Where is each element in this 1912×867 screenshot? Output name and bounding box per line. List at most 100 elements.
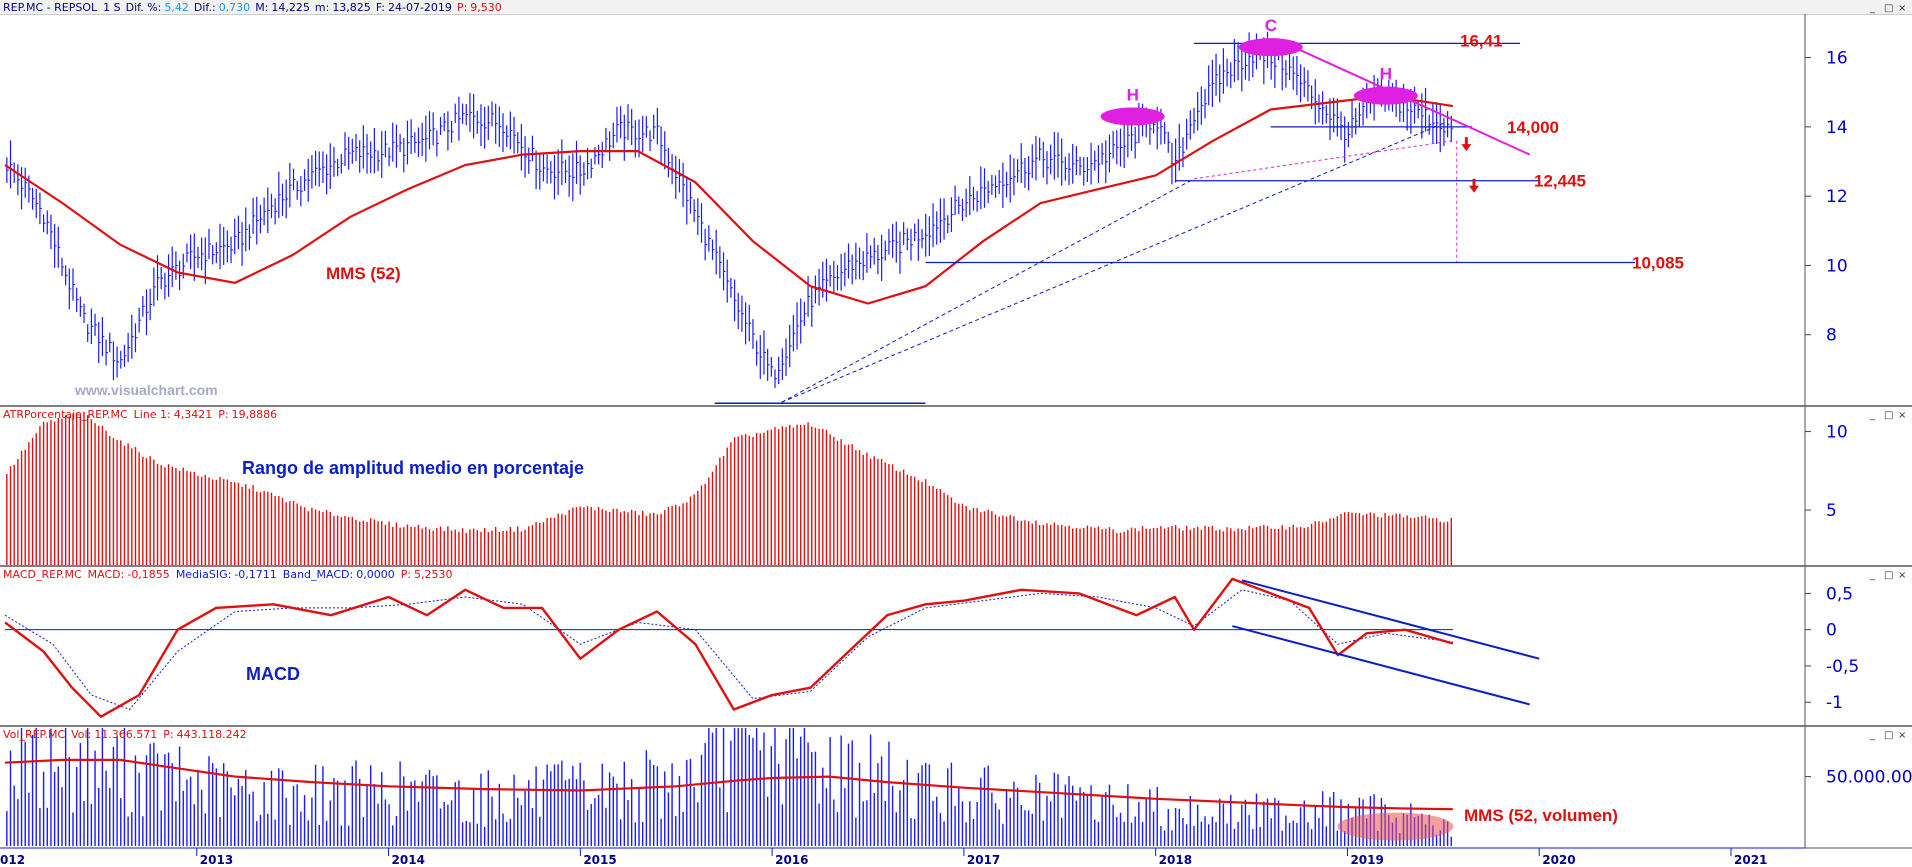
macd-note: MACD <box>246 664 300 684</box>
atr-header-p-label: P: <box>218 408 228 421</box>
level-label: 16,41 <box>1460 31 1503 50</box>
minimize-icon[interactable]: _ <box>1869 410 1876 421</box>
volume-ma-line <box>4 758 1453 811</box>
price-ma-line <box>4 94 1454 305</box>
volume-header-p-label: P: <box>163 728 173 741</box>
macd-header: MACD_REP.MC MACD: -0,1855 MediaSIG: -0,1711 B… <box>3 568 453 581</box>
header-date: 24-07-2019 <box>388 1 452 14</box>
macd-channel-lower <box>1232 625 1530 706</box>
maximize-icon[interactable]: □ <box>1884 730 1893 741</box>
volume-ma-note: MMS (52, volumen) <box>1464 806 1618 825</box>
close-icon[interactable]: × <box>1898 3 1906 14</box>
atr-header-name: ATRPorcentaje_REP.MC <box>3 408 128 421</box>
macd-header-sig: -0,1711 <box>234 568 276 581</box>
x-tick-label: 2017 <box>967 853 1000 867</box>
volume-header-name: Vol_REP.MC <box>3 728 65 741</box>
atr-y-tick-label: 10 <box>1826 423 1848 443</box>
chart-header: REP.MC - REPSOL 1 S Dif. %: 5,42 Dif.: 0,730 M… <box>3 1 502 14</box>
macd-header-macd: -0,1855 <box>127 568 169 581</box>
pattern-label: C <box>1265 16 1277 35</box>
macd-y-tick-label: 0,5 <box>1826 584 1853 604</box>
header-dif-label: Dif.: <box>194 1 216 14</box>
header-date-label: F: <box>376 1 385 14</box>
macd-header-p-label: P: <box>401 568 411 581</box>
minimize-icon[interactable]: _ <box>1869 570 1876 581</box>
macd-y-tick-label: -1 <box>1826 693 1843 713</box>
price-y-tick-label: 10 <box>1826 256 1848 276</box>
atr-header-line: 4,3421 <box>174 408 213 421</box>
header-min-label: m: <box>315 1 329 14</box>
volume-y-tick-label: 50.000.000 <box>1826 768 1912 788</box>
header-timeframe: 1 S <box>103 1 120 14</box>
ma-label: MMS (52) <box>326 264 401 283</box>
volume-highlight-ellipse <box>1337 812 1454 841</box>
x-axis: 012 2013 2014 2015 2016 2017 2018 2019 2020 2021 <box>0 847 1805 867</box>
atr-header: ATRPorcentaje_REP.MC Line 1: 4,3421 P: 19,88… <box>3 408 277 421</box>
volume-header-vol: 11.366.571 <box>94 728 157 741</box>
header-dif-pct: 5,42 <box>164 1 189 14</box>
close-icon[interactable]: × <box>1898 570 1906 581</box>
macd-header-macd-label: MACD: <box>88 568 125 581</box>
macd-y-tick-label: -0,5 <box>1826 657 1859 677</box>
x-tick-label: 2014 <box>392 853 425 867</box>
minimize-icon[interactable]: _ <box>1869 3 1876 14</box>
volume-header-p: 443.118.242 <box>177 728 247 741</box>
header-symbol: REP.MC - REPSOL <box>3 1 98 14</box>
macd-signal-line <box>4 589 1453 711</box>
maximize-icon[interactable]: □ <box>1884 3 1893 14</box>
close-icon[interactable]: × <box>1898 730 1906 741</box>
maximize-icon[interactable]: □ <box>1884 410 1893 421</box>
macd-header-band: 0,0000 <box>356 568 395 581</box>
header-price-label: P: <box>457 1 467 14</box>
price-bars <box>6 31 1454 388</box>
x-tick-label: 2018 <box>1159 853 1192 867</box>
x-tick-label: 2021 <box>1734 853 1767 867</box>
macd-panel: 0,5 0 -0,5 -1 <box>4 577 1859 718</box>
x-tick-label: 2019 <box>1350 853 1383 867</box>
down-arrow-icon <box>1461 137 1472 152</box>
macd-header-sig-label: MediaSIG: <box>176 568 232 581</box>
x-tick-label: 2015 <box>583 853 616 867</box>
atr-header-p: 19,8886 <box>232 408 278 421</box>
pattern-ellipse <box>1100 107 1165 126</box>
volume-header: Vol_REP.MC Vol: 11.366.571 P: 443.118.242 <box>3 728 247 741</box>
macd-header-p: 5,2530 <box>414 568 453 581</box>
atr-header-line-label: Line 1: <box>134 408 171 421</box>
neckline-dashed <box>1193 140 1453 180</box>
macd-header-name: MACD_REP.MC <box>3 568 82 581</box>
price-y-tick-label: 8 <box>1826 326 1837 346</box>
panel-window-buttons: _ □ × _ □ × _ □ × _ □ × <box>1869 3 1906 741</box>
volume-panel: 50.000.000 <box>4 728 1912 846</box>
macd-channel-upper <box>1241 579 1540 660</box>
trendline-dashed <box>781 178 1195 403</box>
header-max: 14,225 <box>271 1 310 14</box>
header-max-label: M: <box>255 1 268 14</box>
pattern-label: H <box>1127 85 1139 104</box>
x-tick-label: 2013 <box>200 853 233 867</box>
header-dif: 0,730 <box>219 1 251 14</box>
volume-header-vol-label: Vol: <box>71 728 91 741</box>
level-label: 10,085 <box>1632 253 1684 272</box>
pattern-ellipse <box>1238 38 1303 57</box>
close-icon[interactable]: × <box>1898 410 1906 421</box>
atr-note: Rango de amplitud medio en porcentaje <box>242 458 584 478</box>
header-dif-pct-label: Dif. %: <box>126 1 162 14</box>
level-label: 14,000 <box>1507 118 1559 137</box>
watermark: www.visualchart.com <box>74 382 218 398</box>
down-arrow-icon <box>1469 178 1480 193</box>
header-bar <box>0 0 1912 14</box>
macd-header-band-label: Band_MACD: <box>283 568 353 581</box>
price-y-tick-label: 12 <box>1826 187 1848 207</box>
resistance-trendline <box>1289 44 1531 156</box>
header-price: 9,530 <box>470 1 502 14</box>
level-label: 12,445 <box>1534 172 1586 191</box>
minimize-icon[interactable]: _ <box>1869 730 1876 741</box>
pattern-label: H <box>1380 65 1392 84</box>
macd-line <box>4 577 1454 718</box>
price-y-tick-label: 14 <box>1826 118 1848 138</box>
maximize-icon[interactable]: □ <box>1884 570 1893 581</box>
atr-y-tick-label: 5 <box>1826 501 1837 521</box>
header-min: 13,825 <box>332 1 371 14</box>
